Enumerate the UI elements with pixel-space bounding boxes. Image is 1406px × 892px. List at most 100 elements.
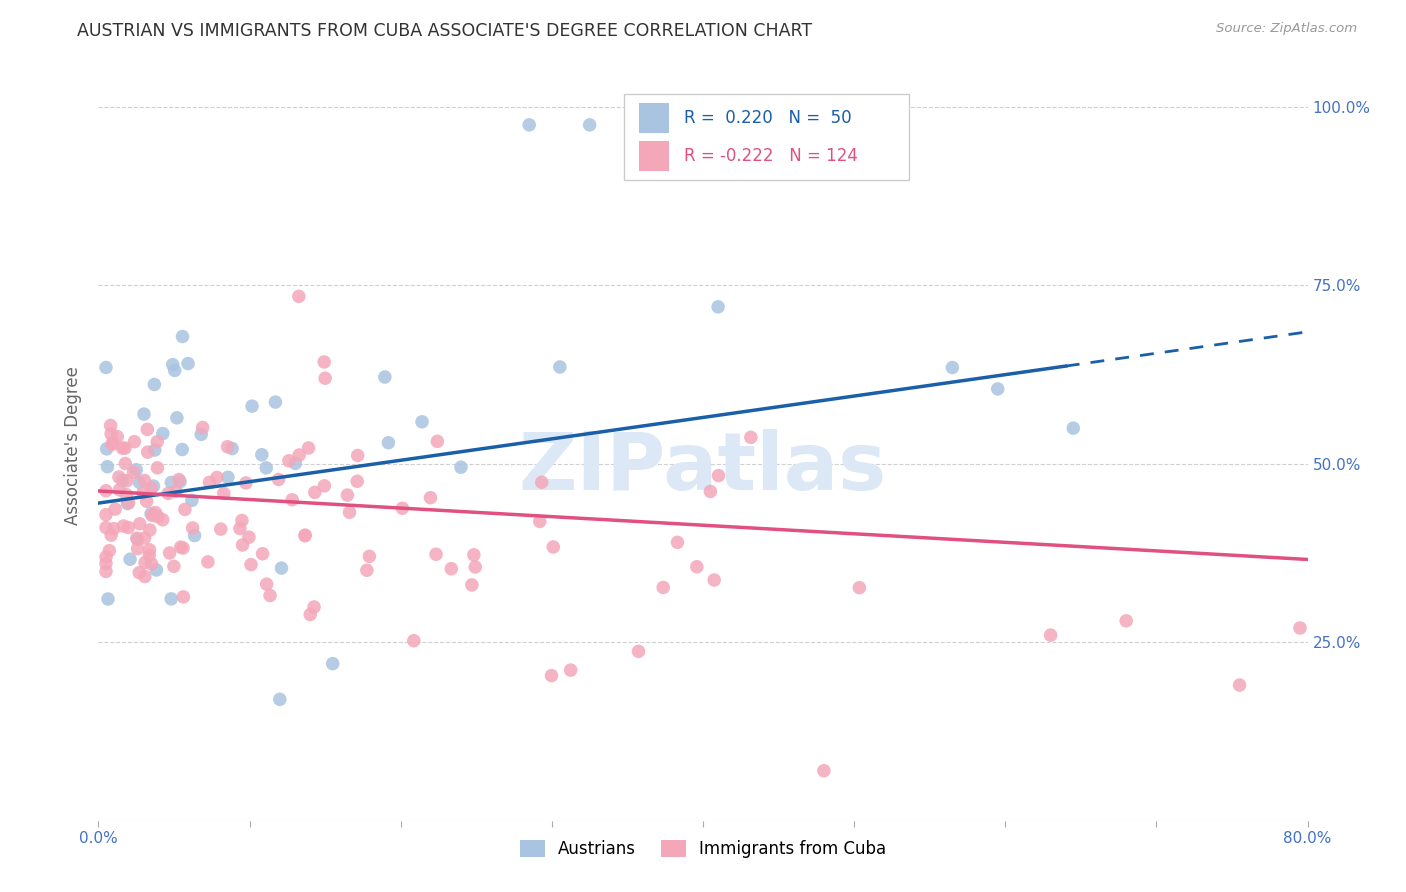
Point: [139, 507, 162, 521]
Point: [136, 422, 159, 436]
Point: [172, 329, 194, 343]
Point: [377, 435, 399, 450]
Text: ZIPatlas: ZIPatlas: [519, 429, 887, 508]
Point: [264, 395, 287, 409]
Point: [104, 502, 127, 516]
Point: [314, 355, 336, 369]
Point: [105, 430, 128, 444]
Point: [160, 591, 183, 606]
Point: [813, 764, 835, 778]
Point: [100, 528, 122, 542]
Point: [299, 607, 322, 622]
Point: [267, 473, 290, 487]
Point: [322, 657, 344, 671]
Point: [652, 581, 675, 595]
Point: [115, 488, 138, 502]
Point: [517, 118, 540, 132]
FancyBboxPatch shape: [624, 94, 908, 180]
Point: [740, 430, 762, 444]
Point: [96, 442, 118, 456]
Point: [128, 475, 150, 490]
Point: [229, 522, 252, 536]
Point: [302, 599, 325, 614]
Point: [162, 358, 184, 372]
Point: [181, 521, 204, 535]
Point: [359, 549, 381, 564]
Point: [139, 523, 162, 537]
Point: [117, 496, 139, 510]
Text: AUSTRIAN VS IMMIGRANTS FROM CUBA ASSOCIATE'S DEGREE CORRELATION CHART: AUSTRIAN VS IMMIGRANTS FROM CUBA ASSOCIA…: [77, 22, 813, 40]
Point: [402, 633, 425, 648]
Point: [146, 434, 169, 449]
Point: [560, 663, 582, 677]
Point: [240, 399, 263, 413]
Point: [120, 552, 142, 566]
Point: [281, 492, 304, 507]
Point: [250, 448, 273, 462]
Point: [114, 441, 136, 455]
Point: [122, 466, 145, 480]
Point: [172, 541, 194, 555]
Point: [217, 440, 239, 454]
Point: [252, 547, 274, 561]
Point: [529, 515, 551, 529]
Point: [259, 589, 281, 603]
Point: [100, 426, 122, 441]
Text: R = -0.222   N = 124: R = -0.222 N = 124: [683, 147, 858, 165]
Point: [269, 692, 291, 706]
Point: [97, 592, 120, 607]
Point: [419, 491, 441, 505]
Point: [191, 420, 214, 434]
Point: [288, 448, 311, 462]
Point: [848, 581, 870, 595]
Point: [707, 300, 730, 314]
Point: [145, 563, 167, 577]
Legend: Austrians, Immigrants from Cuba: Austrians, Immigrants from Cuba: [513, 833, 893, 864]
Point: [463, 548, 485, 562]
Point: [374, 370, 396, 384]
Point: [198, 475, 221, 490]
FancyBboxPatch shape: [638, 141, 669, 171]
Point: [94, 557, 117, 571]
Point: [461, 578, 484, 592]
Point: [163, 559, 186, 574]
Point: [114, 457, 136, 471]
Point: [146, 460, 169, 475]
Point: [284, 457, 307, 471]
Point: [426, 434, 449, 449]
Point: [277, 454, 299, 468]
Point: [101, 437, 124, 451]
Point: [134, 474, 156, 488]
Point: [391, 501, 413, 516]
Point: [169, 475, 191, 489]
Point: [132, 486, 155, 500]
Point: [111, 441, 134, 455]
Point: [221, 442, 243, 456]
Point: [166, 410, 188, 425]
Point: [127, 541, 149, 556]
Point: [212, 486, 235, 500]
Point: [108, 483, 131, 497]
Point: [108, 470, 131, 484]
Point: [411, 415, 433, 429]
Point: [256, 577, 278, 591]
Point: [111, 474, 134, 488]
Point: [336, 488, 359, 502]
Point: [707, 468, 730, 483]
Point: [235, 475, 257, 490]
Point: [170, 540, 193, 554]
Point: [294, 528, 316, 542]
Text: Source: ZipAtlas.com: Source: ZipAtlas.com: [1216, 22, 1357, 36]
Point: [117, 497, 139, 511]
Point: [132, 407, 155, 421]
Point: [314, 371, 336, 385]
Point: [177, 357, 200, 371]
Point: [127, 533, 149, 547]
Point: [142, 479, 165, 493]
Point: [94, 360, 117, 375]
Point: [174, 502, 197, 516]
Point: [101, 435, 124, 450]
Text: R =  0.220   N =  50: R = 0.220 N = 50: [683, 109, 851, 127]
Point: [143, 443, 166, 458]
Point: [172, 442, 194, 457]
